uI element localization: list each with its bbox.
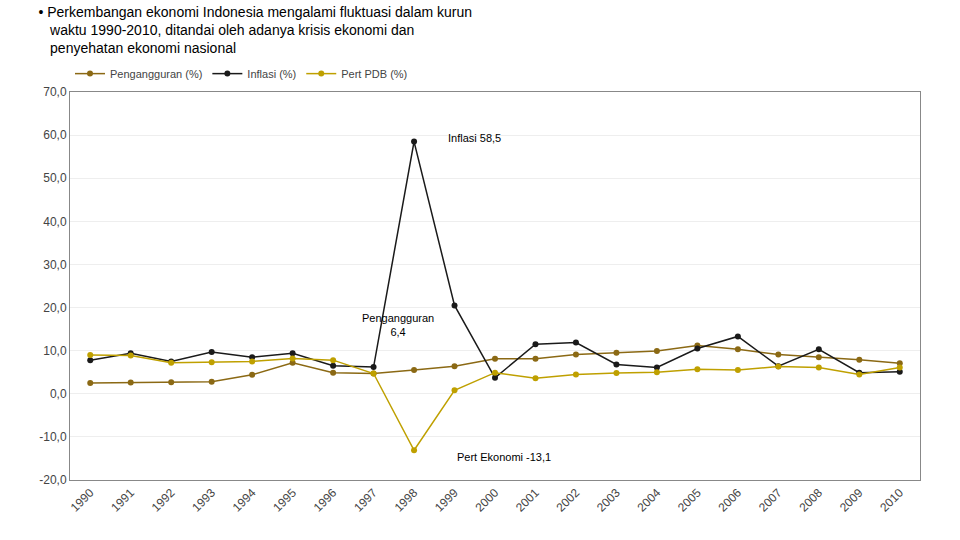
svg-text:2004: 2004 bbox=[634, 486, 663, 515]
svg-text:Inflasi (%): Inflasi (%) bbox=[247, 68, 296, 80]
svg-text:2005: 2005 bbox=[675, 486, 704, 515]
svg-text:Pengangguran6,4: Pengangguran6,4 bbox=[362, 312, 434, 338]
svg-text:2002: 2002 bbox=[554, 486, 583, 515]
svg-text:70,0: 70,0 bbox=[43, 85, 67, 99]
svg-text:1998: 1998 bbox=[392, 486, 421, 515]
svg-text:20,0: 20,0 bbox=[43, 301, 67, 315]
svg-text:1990: 1990 bbox=[68, 486, 97, 515]
svg-text:50,0: 50,0 bbox=[43, 171, 67, 185]
svg-text:Inflasi 58,5: Inflasi 58,5 bbox=[448, 132, 501, 144]
svg-text:1994: 1994 bbox=[230, 486, 259, 515]
svg-text:1992: 1992 bbox=[149, 486, 178, 515]
svg-text:40,0: 40,0 bbox=[43, 215, 67, 229]
svg-text:30,0: 30,0 bbox=[43, 258, 67, 272]
svg-text:1996: 1996 bbox=[311, 486, 340, 515]
svg-text:2007: 2007 bbox=[756, 486, 785, 515]
svg-text:1993: 1993 bbox=[189, 486, 218, 515]
svg-text:2008: 2008 bbox=[796, 486, 825, 515]
svg-text:2006: 2006 bbox=[715, 486, 744, 515]
svg-text:-10,0: -10,0 bbox=[39, 430, 67, 444]
svg-text:Pengangguran (%): Pengangguran (%) bbox=[110, 68, 202, 80]
svg-text:-20,0: -20,0 bbox=[39, 473, 67, 487]
svg-text:2000: 2000 bbox=[473, 486, 502, 515]
svg-text:60,0: 60,0 bbox=[43, 128, 67, 142]
svg-text:Pert PDB (%): Pert PDB (%) bbox=[341, 68, 407, 80]
svg-text:1995: 1995 bbox=[270, 486, 299, 515]
svg-text:1999: 1999 bbox=[432, 486, 461, 515]
svg-text:Pert Ekonomi -13,1: Pert Ekonomi -13,1 bbox=[457, 451, 551, 463]
svg-text:• Perkembangan ekonomi Indones: • Perkembangan ekonomi Indonesia mengala… bbox=[38, 4, 472, 56]
svg-text:1997: 1997 bbox=[351, 486, 380, 515]
svg-text:0,0: 0,0 bbox=[50, 387, 67, 401]
svg-text:2009: 2009 bbox=[837, 486, 866, 515]
svg-text:10,0: 10,0 bbox=[43, 344, 67, 358]
svg-text:2003: 2003 bbox=[594, 486, 623, 515]
svg-text:2010: 2010 bbox=[877, 486, 906, 515]
svg-text:2001: 2001 bbox=[513, 486, 542, 515]
svg-text:1991: 1991 bbox=[108, 486, 137, 515]
